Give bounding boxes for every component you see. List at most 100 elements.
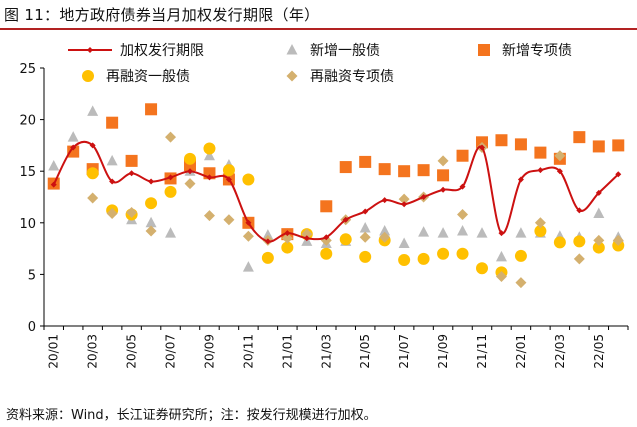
point-circle-22/04	[573, 235, 586, 248]
point-circle-20/11	[242, 173, 255, 186]
y-tick-label: 0	[28, 320, 36, 335]
point-diamond-20/06	[145, 225, 157, 237]
point-circle-21/05	[359, 250, 372, 263]
y-tick-label: 25	[19, 62, 36, 77]
point-diamond-20/07	[165, 131, 177, 143]
line-point	[89, 142, 96, 149]
point-triangle-21/11	[476, 227, 488, 238]
line-weighted-term	[52, 140, 619, 243]
point-circle-20/10	[222, 164, 235, 177]
point-diamond-20/05	[126, 206, 138, 218]
point-triangle-20/07	[165, 227, 177, 238]
point-square-21/05	[359, 155, 372, 168]
point-circle-20/09	[203, 142, 216, 155]
source-note: 资料来源：Wind，长江证券研究所；注：按发行规模进行加权。	[6, 408, 377, 423]
point-circle-21/10	[456, 247, 469, 260]
x-tick-label: 21/11	[475, 334, 489, 369]
x-tick-label: 22/01	[514, 334, 528, 369]
x-tick-label: 21/07	[397, 334, 411, 369]
line-point	[284, 230, 291, 237]
line-point	[537, 167, 544, 174]
chart: 0 5 10 15 20 25 20/01 20/03 20/05 20/07 20/09 20/1…	[19, 43, 629, 369]
point-square-21/08	[417, 164, 430, 177]
line-point	[420, 194, 427, 200]
point-circle-21/08	[417, 252, 430, 265]
point-diamond-20/11	[242, 230, 254, 242]
legend-swatch-triangle	[286, 44, 298, 55]
line-point	[440, 186, 447, 193]
title-rule	[0, 28, 637, 30]
x-tick-label: 20/11	[241, 334, 255, 369]
point-diamond-21/05	[359, 231, 371, 243]
point-square-21/06	[378, 163, 391, 176]
point-square-22/06	[612, 139, 625, 152]
point-circle-22/03	[553, 236, 566, 249]
point-square-21/03	[320, 200, 333, 213]
point-circle-21/09	[437, 247, 450, 260]
point-diamond-21/12	[495, 270, 507, 282]
point-diamond-20/10	[223, 214, 235, 226]
point-triangle-20/12	[262, 229, 274, 240]
point-triangle-21/09	[437, 227, 449, 238]
point-triangle-20/11	[242, 261, 254, 272]
legend-swatch-circle	[82, 70, 94, 82]
point-square-21/12	[495, 134, 508, 147]
line-point	[70, 144, 77, 151]
line-point	[479, 144, 485, 151]
x-tick-label: 21/09	[436, 334, 450, 369]
y-ticks: 0 5 10 15 20 25	[19, 62, 44, 335]
x-tick-label: 20/01	[47, 334, 61, 369]
x-tick-label: 22/05	[592, 334, 606, 369]
point-circle-21/03	[320, 247, 333, 260]
y-tick-label: 15	[19, 165, 36, 180]
legend-label: 新增专项债	[502, 43, 572, 59]
line-point	[109, 178, 116, 185]
legend-label: 加权发行期限	[120, 43, 204, 59]
point-triangle-21/08	[418, 226, 430, 237]
point-square-22/04	[573, 131, 586, 144]
line-point	[225, 176, 232, 183]
point-circle-20/06	[145, 197, 158, 210]
point-triangle-20/04	[106, 154, 118, 166]
legend-line-marker	[87, 47, 93, 53]
line-point	[303, 235, 310, 242]
point-circle-20/12	[261, 251, 274, 264]
axes	[43, 68, 628, 327]
point-triangle-20/06	[145, 216, 157, 228]
line-point	[615, 171, 622, 178]
line-point	[167, 174, 174, 181]
point-triangle-20/01	[48, 160, 60, 171]
point-diamond-22/04	[573, 253, 585, 265]
x-tick-label: 20/09	[202, 334, 216, 369]
point-diamond-20/08	[184, 178, 196, 190]
legend-swatch-square	[478, 44, 490, 56]
line-point	[401, 201, 408, 208]
point-square-20/05	[125, 154, 138, 167]
x-tick-label: 20/07	[164, 334, 178, 369]
y-tick-label: 5	[28, 268, 36, 283]
point-square-22/05	[592, 140, 605, 153]
point-triangle-22/05	[593, 207, 605, 219]
line-point	[459, 183, 466, 190]
point-square-21/04	[339, 161, 352, 174]
line-point	[517, 176, 524, 183]
point-square-22/01	[514, 138, 527, 151]
point-circle-22/01	[514, 249, 527, 262]
x-ticks: 20/01 20/03 20/05 20/07 20/09 20/11 21/01 21/03…	[43, 326, 629, 369]
y-tick-label: 10	[19, 217, 36, 232]
line-point	[362, 208, 369, 215]
point-circle-20/08	[184, 152, 196, 165]
point-square-20/04	[106, 116, 119, 129]
legend-swatch-diamond	[286, 70, 298, 82]
point-diamond-20/04	[106, 208, 118, 220]
line-point	[264, 238, 271, 245]
point-square-21/07	[398, 165, 411, 178]
series-marks	[47, 103, 625, 289]
point-diamond-21/10	[457, 209, 469, 221]
line-point	[50, 181, 57, 188]
point-diamond-22/01	[515, 277, 527, 289]
line-point	[148, 178, 155, 185]
x-tick-label: 20/05	[125, 334, 139, 369]
point-diamond-20/03	[87, 192, 99, 204]
